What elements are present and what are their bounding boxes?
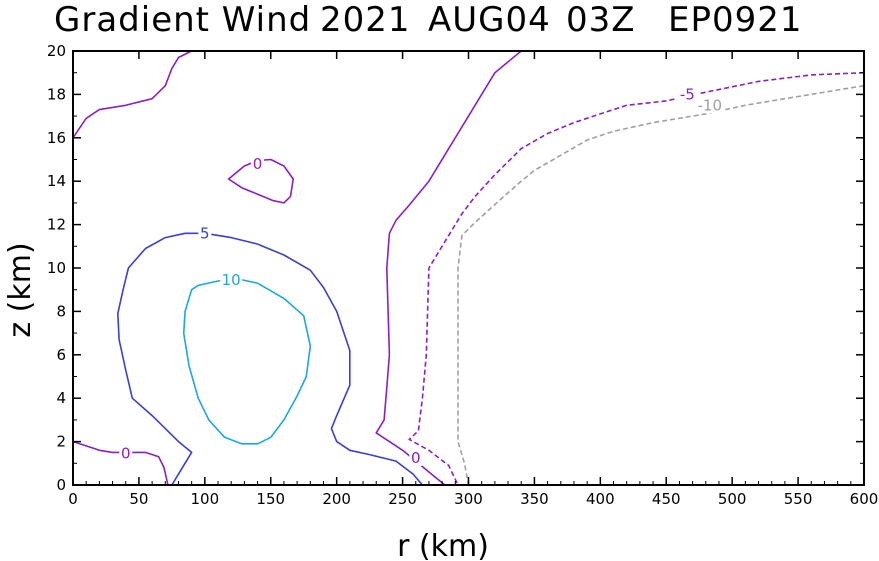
x-tick-label-0: 0 — [68, 490, 78, 508]
y-axis: 0 2 4 6 8 10 12 14 16 18 20 — [47, 42, 864, 494]
contour-label-3: 0 — [411, 449, 421, 467]
x-tick-label-8: 400 — [586, 490, 615, 508]
contour-lines — [72, 50, 865, 486]
contour-line-4 — [408, 71, 865, 486]
title-storm-id: EP0921 — [668, 0, 803, 40]
contour-label-bg-4 — [676, 86, 699, 103]
y-tick-label-10: 20 — [47, 42, 66, 60]
contour-label-1: 0 — [253, 155, 263, 173]
contour-label-7: 10 — [222, 271, 241, 289]
contour-label-2: 0 — [121, 445, 131, 463]
title-year: 2021 — [320, 0, 411, 40]
contour-label-4: -5 — [680, 85, 695, 103]
title-date: AUG04 — [428, 0, 551, 40]
contour-line-3 — [375, 50, 522, 486]
contour-label-bg-5 — [694, 97, 726, 114]
contour-line-0 — [72, 50, 192, 139]
x-tick-label-6: 300 — [454, 490, 483, 508]
title-time: 03Z — [566, 0, 636, 40]
y-tick-label-6: 12 — [47, 216, 66, 234]
x-tick-label-5: 250 — [388, 490, 417, 508]
x-tick-label-10: 500 — [718, 490, 747, 508]
x-tick-label-4: 200 — [322, 490, 351, 508]
contour-line-7 — [182, 278, 312, 445]
y-tick-label-4: 8 — [56, 302, 66, 320]
y-tick-label-0: 0 — [56, 476, 66, 494]
title-text: Gradient Wind — [54, 0, 312, 40]
contour-label-bg-1 — [251, 155, 265, 172]
contour-labels: 0 0 0 -5-10 5 10 — [119, 85, 726, 467]
y-axis-title: z (km) — [3, 242, 38, 337]
y-tick-label-5: 10 — [47, 259, 66, 277]
y-tick-label-1: 2 — [56, 433, 66, 451]
x-tick-label-2: 100 — [191, 490, 220, 508]
y-tick-label-2: 4 — [56, 389, 66, 407]
x-tick-label-1: 50 — [129, 490, 148, 508]
contour-label-bg-3 — [409, 449, 423, 466]
x-axis: 0 50 100 150 200 250 300 350 400 450 500 550 600 — [68, 51, 878, 508]
contour-label-bg-7 — [220, 271, 243, 288]
x-tick-label-9: 450 — [652, 490, 681, 508]
x-axis-title: r (km) — [397, 529, 489, 561]
chart-title: Gradient Wind 2021 AUG04 03Z EP0921 — [0, 0, 879, 44]
contour-line-5 — [457, 84, 865, 486]
y-tick-label-7: 14 — [47, 172, 66, 190]
contour-label-5: -10 — [698, 96, 723, 114]
x-tick-label-11: 550 — [784, 490, 813, 508]
contour-label-bg-2 — [119, 445, 133, 462]
y-tick-label-8: 16 — [47, 129, 66, 147]
x-tick-label-12: 600 — [850, 490, 879, 508]
contour-line-6 — [117, 232, 424, 486]
contour-label-bg-6 — [198, 225, 212, 242]
y-tick-label-9: 18 — [47, 85, 66, 103]
x-tick-label-7: 350 — [520, 490, 549, 508]
y-tick-label-3: 6 — [56, 346, 66, 364]
x-tick-label-3: 150 — [256, 490, 285, 508]
contour-label-6: 5 — [200, 224, 210, 242]
